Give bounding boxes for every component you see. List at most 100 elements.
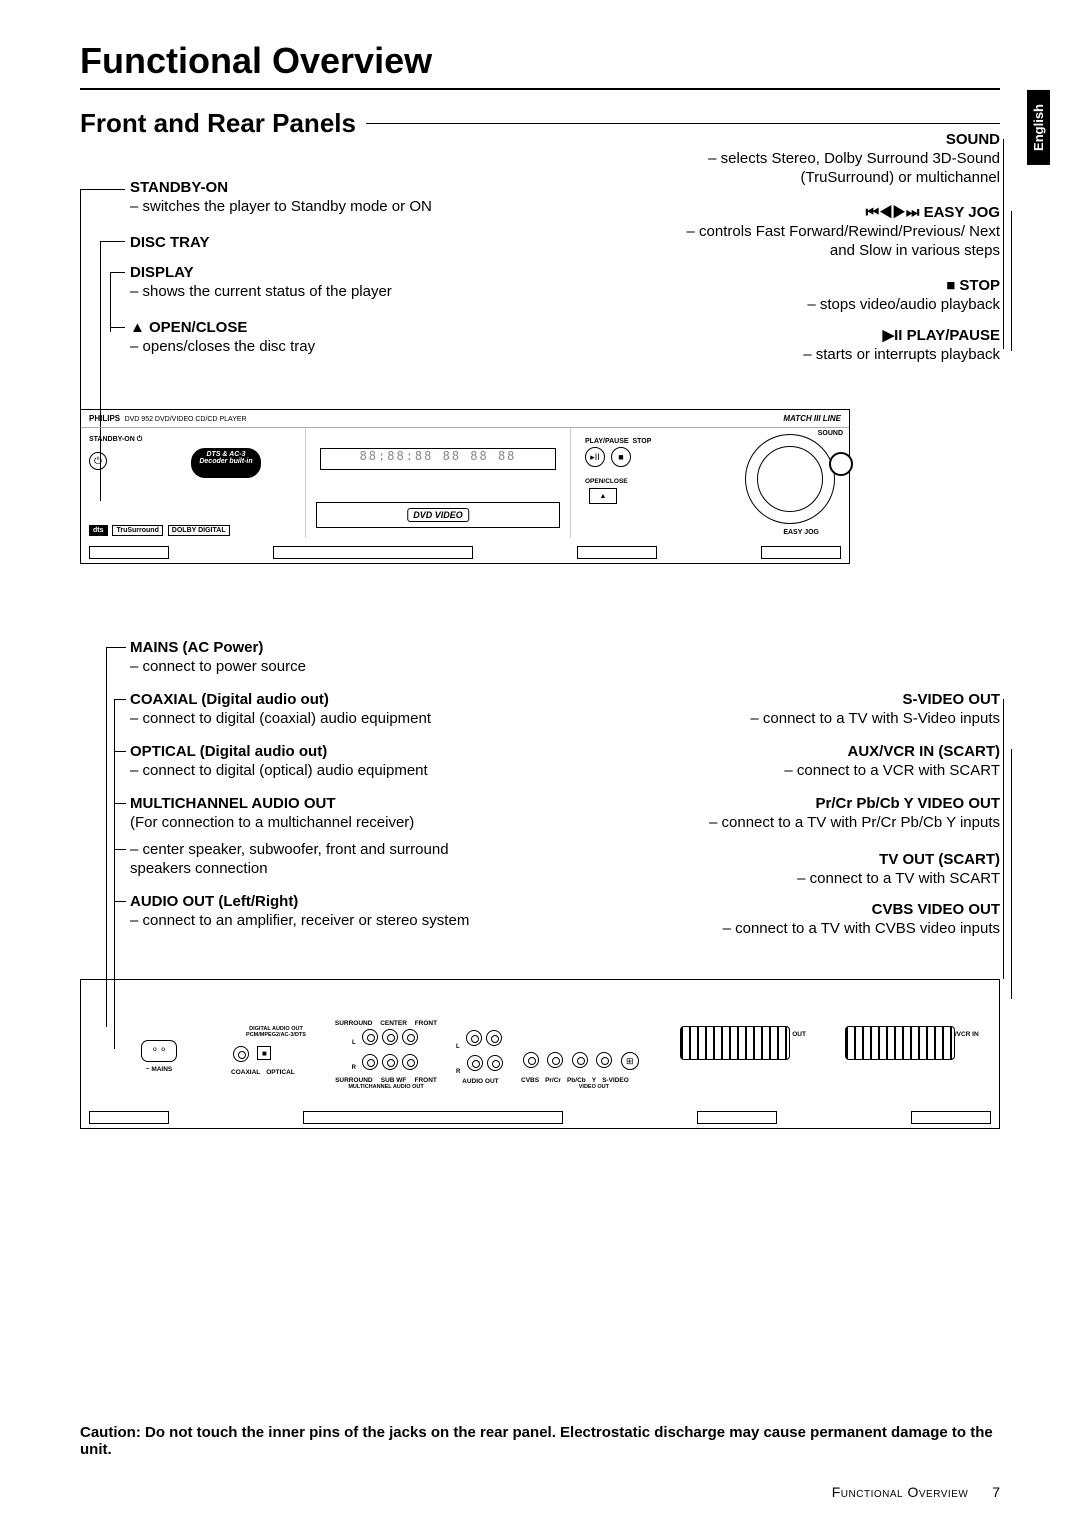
jack[interactable] [382,1054,398,1070]
optical-jack[interactable]: ■ [257,1046,271,1060]
callout-label: OPTICAL (Digital audio out) [130,743,490,762]
tv-out-scart: TV OUT [661,1026,809,1038]
callout-desc: – center speaker, subwoofer, front and s… [130,841,490,879]
callout-label: DISPLAY [130,264,430,283]
jog-inner [757,446,823,512]
callout-audio-out: AUDIO OUT (Left/Right) – connect to an a… [130,893,490,931]
callout-desc: – starts or interrupts playback [700,346,1000,365]
front-right-zone: PLAY/PAUSE STOP ▸II ■ OPEN/CLOSE ▲ SOUND… [571,428,849,538]
callout-component: Pr/Cr Pb/Cb Y VIDEO OUT – connect to a T… [660,795,1000,833]
connector-box [273,546,473,559]
open-close-label: OPEN/CLOSE [585,478,628,485]
callout-sound: SOUND – selects Stereo, Dolby Surround 3… [670,131,1000,187]
svideo-jack[interactable]: ⊞ [621,1052,639,1070]
prcr-jack[interactable] [547,1052,563,1068]
dts-badge: DTS & AC-3 Decoder built-in [191,448,261,478]
video-out-group: ⊞ CVBS Pr/Cr Pb/Cb Y S-VIDEO VIDEO OUT [521,1050,641,1090]
front-left-zone: STANDBY-ON ⏻ ⏻ DTS & AC-3 Decoder built-… [81,428,306,538]
footer-page: 7 [992,1484,1000,1500]
callout-label: S-VIDEO OUT [670,691,1000,710]
callout-label: AUX/VCR IN (SCART) [670,743,1000,762]
sound-label: SOUND [818,430,843,437]
callout-desc: (For connection to a multichannel receiv… [130,814,490,833]
scart-tv[interactable] [680,1026,790,1060]
rear-panel-diagram: ⚬⚬ ~ MAINS DIGITAL AUDIO OUT PCM/MPEG2/A… [80,979,1000,1129]
segment-display: 88:88:88 88 88 88 [320,448,556,470]
callout-label: STANDBY-ON [130,179,450,198]
front-center-zone: 88:88:88 88 88 88 DVD VIDEO [306,428,571,538]
connector-box [89,1111,169,1124]
callout-desc: – stops video/audio playback [700,296,1000,315]
caution-text: Caution: Do not touch the inner pins of … [80,1424,1000,1458]
callout-desc: – connect to digital (coaxial) audio equ… [130,710,490,729]
callout-coaxial: COAXIAL (Digital audio out) – connect to… [130,691,490,729]
disc-tray[interactable]: DVD VIDEO [316,502,560,528]
y-jack[interactable] [596,1052,612,1068]
connector-box [761,546,841,559]
rear-panel-section: MAINS (AC Power) – connect to power sour… [80,639,1000,1179]
connector-box [697,1111,777,1124]
callout-desc: – connect to digital (optical) audio equ… [130,762,490,781]
sound-button[interactable] [829,452,853,476]
callout-label: ⏮◀▶⏭ EASY JOG [670,204,1000,223]
jack[interactable] [402,1029,418,1045]
multichannel-group: SURROUND CENTER FRONT L R SURROUND SUB W… [331,1020,441,1090]
open-close-button[interactable]: ▲ [589,488,617,504]
callout-label: ▶II PLAY/PAUSE [700,327,1000,346]
callout-desc: – connect to power source [130,658,490,677]
scart-aux[interactable] [845,1026,955,1060]
callout-label: CVBS VIDEO OUT [660,901,1000,920]
connector-box [89,546,169,559]
jack[interactable] [487,1055,503,1071]
stop-button[interactable]: ■ [611,447,631,467]
jack[interactable] [466,1030,482,1046]
callout-label: TV OUT (SCART) [670,851,1000,870]
footer-label: Functional Overview [832,1484,969,1500]
callout-aux-vcr: AUX/VCR IN (SCART) – connect to a VCR wi… [670,743,1000,781]
callout-label: DISC TRAY [130,234,209,253]
pbcb-jack[interactable] [572,1052,588,1068]
language-tab: English [1027,90,1050,165]
front-panel-diagram: PHILIPS DVD 952 DVD/VIDEO CD/CD PLAYER M… [80,409,850,564]
callout-desc: – connect to a TV with SCART [670,870,1000,889]
title-rule [80,88,1000,90]
callout-label: MULTICHANNEL AUDIO OUT [130,795,490,814]
callout-multichannel: MULTICHANNEL AUDIO OUT (For connection t… [130,795,490,833]
section-rule [366,123,1000,124]
power-button[interactable]: ⏻ [89,452,107,470]
jack[interactable] [362,1029,378,1045]
jack[interactable] [362,1054,378,1070]
mains-socket: ⚬⚬ ~ MAINS [141,1040,177,1073]
callout-label: AUDIO OUT (Left/Right) [130,893,490,912]
dvd-logo: DVD VIDEO [407,508,469,522]
callout-desc: – opens/closes the disc tray [130,338,430,357]
match-line-label: MATCH III LINE [783,414,841,423]
callout-optical: OPTICAL (Digital audio out) – connect to… [130,743,490,781]
callout-play-pause: ▶II PLAY/PAUSE – starts or interrupts pl… [700,327,1000,365]
callout-desc: – connect to an amplifier, receiver or s… [130,912,490,931]
easy-jog-label: EASY JOG [783,529,819,536]
callout-desc: – selects Stereo, Dolby Surround 3D-Soun… [670,150,1000,188]
jack[interactable] [486,1030,502,1046]
callout-cvbs: CVBS VIDEO OUT – connect to a TV with CV… [660,901,1000,939]
digital-audio-group: DIGITAL AUDIO OUT PCM/MPEG2/AC-3/DTS ■ C… [231,1026,321,1076]
callout-stop: ■ STOP – stops video/audio playback [700,277,1000,315]
callout-mains: MAINS (AC Power) – connect to power sour… [130,639,490,677]
callout-open-close: ▲ OPEN/CLOSE – opens/closes the disc tra… [130,319,430,357]
jack[interactable] [382,1029,398,1045]
brand-label: PHILIPS DVD 952 DVD/VIDEO CD/CD PLAYER [89,414,247,423]
stop-label: STOP [632,438,651,445]
jack[interactable] [402,1054,418,1070]
jack[interactable] [467,1055,483,1071]
callout-label: COAXIAL (Digital audio out) [130,691,490,710]
page-footer: Functional Overview 7 [832,1484,1000,1500]
callout-label: ■ STOP [700,277,1000,296]
coaxial-jack[interactable] [233,1046,249,1062]
cvbs-jack[interactable] [523,1052,539,1068]
audio-out-group: L R AUDIO OUT [456,1028,505,1085]
callout-label: SOUND [670,131,1000,150]
play-pause-button[interactable]: ▸II [585,447,605,467]
play-pause-label: PLAY/PAUSE [585,438,629,445]
callout-tv-out: TV OUT (SCART) – connect to a TV with SC… [670,851,1000,889]
connector-box [577,546,657,559]
